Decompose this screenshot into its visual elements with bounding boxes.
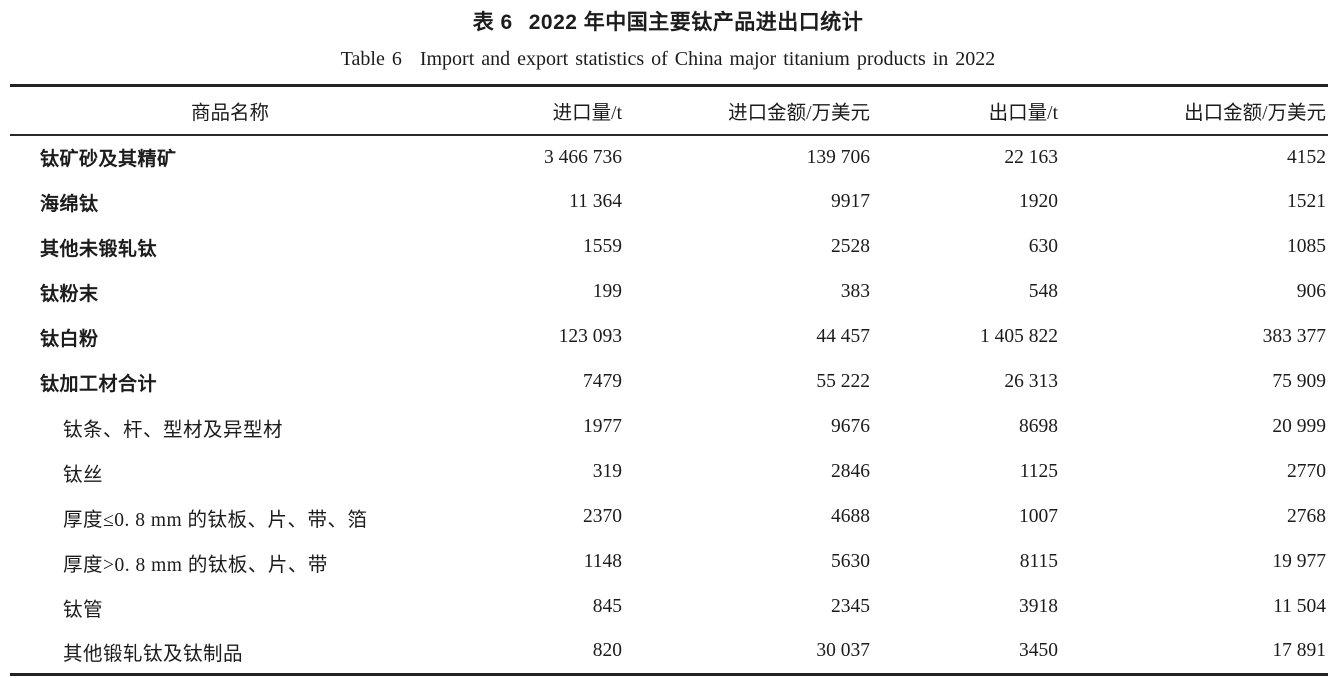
import-qty-cell: 7479: [583, 371, 622, 392]
product-name-cell: 钛加工材合计: [40, 373, 158, 395]
table-row: 其他锻轧钛及钛制品 820 30 037 3450 17 891: [10, 630, 1328, 675]
table-row: 钛条、杆、型材及异型材 1977 9676 8698 20 999: [10, 405, 1328, 450]
table-titles: 表 6 2022 年中国主要钛产品进出口统计 Table 6 Import and …: [0, 9, 1336, 73]
page-title-en: Table 6 Import and export statistics of C…: [0, 45, 1336, 73]
table-header: 商品名称 进口量/t 进口金额/万美元 出口量/t 出口金额/万美元: [10, 85, 1328, 136]
export-qty-cell: 1 405 822: [980, 326, 1058, 347]
import-qty-cell: 1559: [583, 236, 622, 257]
product-name-cell: 其他锻轧钛及钛制品: [63, 643, 244, 665]
product-name-cell: 钛管: [63, 599, 104, 621]
export-qty-cell: 8698: [1019, 416, 1058, 437]
table-title-text-en: Import and export statistics of China ma…: [419, 48, 996, 70]
import-qty-cell: 2370: [583, 506, 622, 527]
table-title-text-zh: 2022 年中国主要钛产品进出口统计: [528, 11, 864, 34]
import-value-cell: 55 222: [816, 371, 870, 392]
product-name-cell: 钛丝: [63, 464, 104, 486]
table-row: 厚度>0. 8 mm 的钛板、片、带 1148 5630 8115 19 977: [10, 540, 1328, 585]
export-qty-cell: 3450: [1019, 640, 1058, 662]
import-value-cell: 5630: [831, 551, 870, 572]
import-qty-cell: 3 466 736: [544, 146, 622, 168]
import-qty-cell: 123 093: [558, 326, 622, 347]
table-row: 钛粉末 199 383 548 906: [10, 270, 1328, 315]
table-row: 钛管 845 2345 3918 11 504: [10, 585, 1328, 630]
import-qty-cell: 845: [592, 596, 622, 617]
table-number-zh: 表 6: [472, 11, 513, 34]
export-value-cell: 1085: [1287, 236, 1326, 257]
import-qty-cell: 1977: [583, 416, 622, 437]
table-row: 海绵钛 11 364 9917 1920 1521: [10, 180, 1328, 225]
table-row: 钛矿砂及其精矿 3 466 736 139 706 22 163 4152: [10, 135, 1328, 180]
export-value-cell: 19 977: [1272, 551, 1326, 572]
col-header-export-value: 出口金额/万美元: [1070, 85, 1328, 136]
product-name-cell: 钛矿砂及其精矿: [40, 149, 177, 170]
import-qty-cell: 11 364: [569, 191, 622, 212]
export-value-cell: 2770: [1287, 461, 1326, 482]
col-header-export-qty: 出口量/t: [880, 85, 1070, 136]
col-header-import-qty: 进口量/t: [450, 85, 640, 136]
product-name-cell: 海绵钛: [40, 193, 99, 215]
import-value-cell: 9917: [831, 191, 870, 212]
export-qty-cell: 1920: [1019, 191, 1058, 212]
export-qty-cell: 630: [1028, 236, 1058, 257]
import-value-cell: 9676: [831, 416, 870, 437]
export-qty-cell: 8115: [1019, 551, 1058, 572]
export-value-cell: 17 891: [1272, 640, 1326, 662]
col-header-product-name: 商品名称: [10, 85, 450, 136]
export-value-cell: 4152: [1287, 146, 1326, 168]
titanium-import-export-table: 商品名称 进口量/t 进口金额/万美元 出口量/t 出口金额/万美元 钛矿砂及其…: [10, 84, 1328, 676]
table-body: 钛矿砂及其精矿 3 466 736 139 706 22 163 4152 海绵…: [10, 135, 1328, 675]
import-qty-cell: 199: [592, 281, 622, 302]
export-value-cell: 2768: [1287, 506, 1326, 527]
product-name-cell: 其他未锻轧钛: [40, 238, 158, 260]
export-value-cell: 75 909: [1272, 371, 1326, 392]
import-value-cell: 383: [840, 281, 870, 302]
table-row: 钛加工材合计 7479 55 222 26 313 75 909: [10, 360, 1328, 405]
import-value-cell: 4688: [831, 506, 870, 527]
table-number-en: Table 6: [340, 48, 402, 70]
table-row: 厚度≤0. 8 mm 的钛板、片、带、箔 2370 4688 1007 2768: [10, 495, 1328, 540]
table-row: 钛白粉 123 093 44 457 1 405 822 383 377: [10, 315, 1328, 360]
import-value-cell: 2345: [831, 596, 870, 617]
product-name-cell: 钛条、杆、型材及异型材: [63, 419, 284, 441]
header-row: 商品名称 进口量/t 进口金额/万美元 出口量/t 出口金额/万美元: [10, 85, 1328, 136]
import-value-cell: 2846: [831, 461, 870, 482]
export-value-cell: 11 504: [1273, 596, 1326, 617]
import-value-cell: 2528: [831, 236, 870, 257]
table-row: 其他未锻轧钛 1559 2528 630 1085: [10, 225, 1328, 270]
export-qty-cell: 548: [1028, 281, 1058, 302]
product-name-cell: 钛白粉: [40, 328, 99, 350]
export-value-cell: 383 377: [1262, 326, 1326, 347]
table-row: 钛丝 319 2846 1125 2770: [10, 450, 1328, 495]
import-value-cell: 44 457: [816, 326, 870, 347]
export-value-cell: 906: [1296, 281, 1326, 302]
import-value-cell: 30 037: [816, 640, 870, 662]
export-qty-cell: 26 313: [1004, 371, 1058, 392]
product-name-cell: 钛粉末: [40, 283, 99, 305]
import-qty-cell: 319: [592, 461, 622, 482]
page-title-zh: 表 6 2022 年中国主要钛产品进出口统计: [0, 9, 1336, 37]
product-name-cell: 厚度≤0. 8 mm 的钛板、片、带、箔: [63, 509, 368, 531]
export-qty-cell: 3918: [1019, 596, 1058, 617]
import-value-cell: 139 706: [806, 146, 870, 168]
import-qty-cell: 1148: [583, 551, 622, 572]
col-header-import-value: 进口金额/万美元: [640, 85, 880, 136]
import-qty-cell: 820: [592, 640, 622, 662]
export-value-cell: 20 999: [1272, 416, 1326, 437]
export-qty-cell: 1125: [1019, 461, 1058, 482]
export-value-cell: 1521: [1287, 191, 1326, 212]
export-qty-cell: 1007: [1019, 506, 1058, 527]
export-qty-cell: 22 163: [1004, 146, 1058, 168]
product-name-cell: 厚度>0. 8 mm 的钛板、片、带: [63, 554, 328, 576]
